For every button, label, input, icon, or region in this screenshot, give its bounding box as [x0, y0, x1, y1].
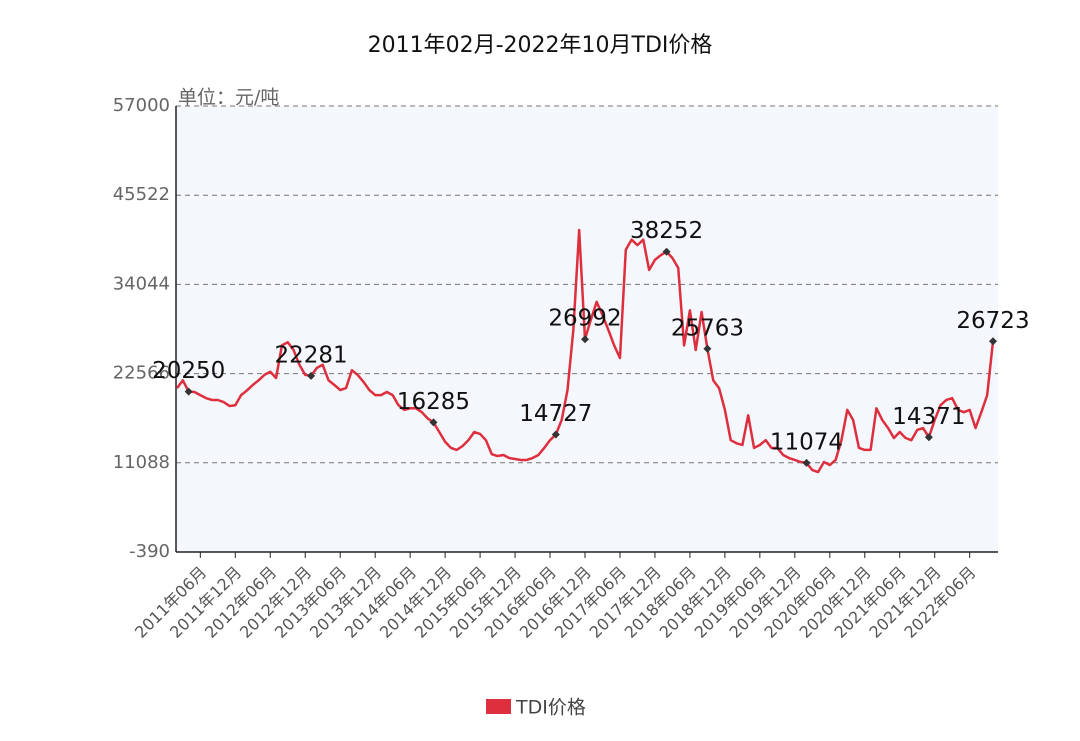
y-tick-label: 45522 [113, 184, 170, 205]
data-label: 25763 [671, 315, 744, 341]
y-tick-label: 11088 [113, 452, 170, 473]
data-label: 14727 [519, 401, 592, 427]
point-marker [551, 430, 560, 439]
data-label: 14371 [892, 404, 965, 430]
data-label: 16285 [397, 389, 470, 415]
y-tick-label: 57000 [113, 95, 170, 116]
y-tick-label: 22566 [113, 363, 170, 384]
data-label: 26992 [548, 306, 621, 332]
legend-swatch [486, 699, 511, 714]
point-marker [581, 335, 589, 344]
data-label: 26723 [956, 308, 1029, 334]
data-label: 38252 [630, 218, 703, 244]
data-label: 11074 [770, 429, 843, 455]
point-marker [924, 433, 933, 442]
y-tick-label: 34044 [113, 273, 170, 294]
y-tick-label: -390 [129, 541, 170, 562]
point-marker [989, 337, 997, 346]
point-marker [802, 458, 811, 467]
point-marker [307, 371, 316, 380]
point-marker [662, 247, 671, 256]
point-marker [429, 418, 438, 427]
data-label: 20250 [152, 358, 225, 384]
legend-label: TDI价格 [515, 697, 586, 719]
y-unit: 单位：元/吨 [178, 87, 279, 109]
point-marker [184, 387, 193, 396]
point-marker [703, 344, 712, 353]
data-label: 22281 [274, 342, 347, 368]
chart-title: 2011年02月-2022年10月TDI价格 [368, 33, 713, 58]
